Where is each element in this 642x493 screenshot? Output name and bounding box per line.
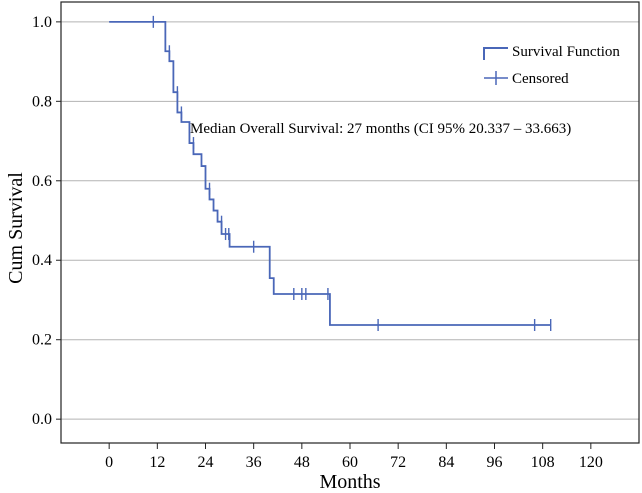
- x-tick-label: 0: [105, 454, 113, 471]
- x-tick-label: 36: [246, 454, 262, 471]
- legend-survival-swatch: [483, 47, 508, 60]
- y-tick-label: 0.6: [32, 173, 52, 190]
- y-tick-label: 0.8: [32, 93, 52, 110]
- x-axis-ticks: 0 12 24 36 48 60 72 84 96 108 120: [105, 443, 603, 471]
- survival-function-line: [109, 20, 551, 326]
- legend-censored-label: Censored: [512, 71, 569, 87]
- x-tick-label: 84: [438, 454, 454, 471]
- y-axis-title: Cum Survival: [5, 172, 27, 284]
- median-annotation: Median Overall Survival: 27 months (CI 9…: [190, 121, 571, 137]
- y-tick-label: 1.0: [32, 14, 52, 31]
- y-tick-label: 0.4: [32, 252, 52, 269]
- legend: Survival Function Censored: [483, 44, 620, 87]
- y-axis-ticks: 0.0 0.2 0.4 0.6 0.8 1.0: [32, 14, 61, 428]
- x-tick-label: 48: [294, 454, 310, 471]
- plot-series: [109, 15, 552, 332]
- y-tick-label: 0.0: [32, 411, 52, 428]
- x-axis-title: Months: [319, 471, 380, 493]
- x-tick-label: 120: [579, 454, 603, 471]
- y-tick-label: 0.2: [32, 332, 52, 349]
- x-tick-label: 24: [198, 454, 214, 471]
- x-tick-label: 60: [342, 454, 358, 471]
- x-tick-label: 96: [487, 454, 503, 471]
- x-tick-label: 108: [531, 454, 555, 471]
- legend-survival-label: Survival Function: [512, 44, 620, 60]
- x-tick-label: 12: [149, 454, 165, 471]
- grid-lines: [61, 21, 639, 420]
- x-tick-label: 72: [390, 454, 406, 471]
